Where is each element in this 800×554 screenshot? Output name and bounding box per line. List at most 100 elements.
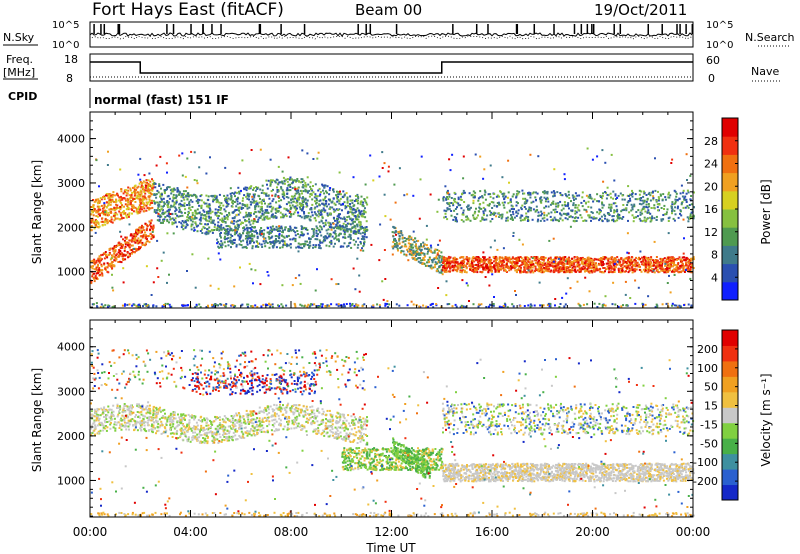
- data-cell: [621, 198, 624, 201]
- data-cell: [411, 243, 414, 246]
- data-cell: [414, 250, 417, 253]
- data-cell: [346, 228, 349, 231]
- data-cell: [608, 264, 610, 267]
- data-cell: [258, 242, 261, 245]
- data-cell: [507, 191, 510, 194]
- data-cell: [469, 219, 472, 222]
- data-cell: [641, 263, 644, 266]
- data-cell: [598, 257, 601, 260]
- data-cell: [292, 200, 295, 203]
- data-cell: [248, 218, 250, 221]
- data-cell: [570, 200, 572, 203]
- data-cell: [100, 254, 103, 257]
- data-cell: [244, 237, 247, 240]
- data-cell: [420, 245, 422, 248]
- data-cell: [275, 207, 278, 210]
- data-cell: [553, 269, 556, 272]
- data-cell: [334, 229, 337, 232]
- data-cell: [218, 246, 221, 249]
- data-cell: [135, 228, 138, 231]
- data-cell: [567, 266, 570, 269]
- data-cell: [626, 265, 629, 268]
- data-cell: [105, 206, 108, 209]
- data-cell: [206, 212, 208, 215]
- data-cell: [265, 211, 268, 214]
- data-cell: [209, 230, 212, 233]
- data-cell: [356, 214, 359, 217]
- data-cell: [353, 230, 356, 233]
- data-cell: [103, 196, 106, 199]
- data-cell: [525, 212, 528, 215]
- data-cell: [342, 222, 345, 225]
- data-cell: [531, 269, 534, 272]
- data-cell: [290, 198, 293, 201]
- data-cell: [323, 225, 326, 228]
- data-cell: [320, 234, 323, 237]
- data-cell: [243, 194, 246, 197]
- data-cell: [301, 227, 304, 230]
- data-cell: [100, 220, 103, 223]
- data-cell: [679, 212, 681, 215]
- data-cell: [613, 271, 616, 273]
- data-cell: [589, 263, 592, 266]
- data-cell: [269, 184, 272, 187]
- data-cell: [174, 210, 177, 213]
- data-cell: [236, 200, 239, 203]
- data-cell: [357, 237, 360, 240]
- data-cell: [639, 199, 642, 202]
- data-cell: [328, 193, 331, 196]
- data-cell: [664, 264, 667, 267]
- data-cell: [197, 224, 200, 227]
- data-cell: [223, 194, 226, 197]
- data-cell: [530, 270, 532, 273]
- data-cell: [268, 217, 271, 220]
- data-cell: [207, 195, 210, 198]
- data-cell: [103, 263, 106, 266]
- data-cell: [147, 235, 149, 238]
- data-cell: [189, 194, 192, 197]
- data-cell: [217, 215, 220, 217]
- data-cell: [360, 215, 363, 218]
- nsky-label: N.Sky: [3, 31, 35, 44]
- data-cell: [299, 215, 302, 218]
- data-cell: [298, 193, 301, 196]
- data-cell: [625, 267, 628, 270]
- data-cell: [648, 269, 651, 272]
- data-cell: [336, 200, 339, 203]
- data-cell: [468, 207, 471, 210]
- data-cell: [124, 243, 127, 246]
- data-cell: [142, 188, 144, 191]
- data-cell: [448, 193, 451, 196]
- data-cell: [252, 188, 255, 191]
- data-cell: [442, 196, 445, 199]
- data-cell: [127, 207, 130, 210]
- data-cell: [653, 260, 655, 263]
- data-cell: [244, 186, 247, 189]
- data-cell: [684, 259, 686, 262]
- data-cell: [472, 266, 475, 269]
- data-cell: [508, 269, 511, 272]
- data-cell: [191, 206, 194, 208]
- data-cell: [487, 271, 490, 274]
- data-cell: [610, 261, 613, 264]
- data-cell: [469, 267, 472, 270]
- data-cell: [595, 262, 597, 265]
- data-cell: [237, 234, 240, 237]
- data-cell: [115, 198, 117, 201]
- data-cell: [268, 237, 271, 240]
- data-cell: [527, 267, 530, 270]
- data-cell: [648, 191, 651, 194]
- data-cell: [235, 209, 238, 211]
- data-cell: [128, 254, 131, 257]
- data-cell: [543, 266, 545, 269]
- data-cell: [577, 264, 580, 267]
- data-cell: [505, 256, 508, 259]
- data-cell: [141, 236, 144, 239]
- data-cell: [213, 198, 216, 201]
- data-cell: [515, 268, 518, 271]
- data-cell: [656, 269, 659, 271]
- data-cell: [530, 256, 533, 258]
- data-cell: [139, 195, 142, 198]
- data-cell: [312, 191, 315, 194]
- data-cell: [587, 270, 590, 273]
